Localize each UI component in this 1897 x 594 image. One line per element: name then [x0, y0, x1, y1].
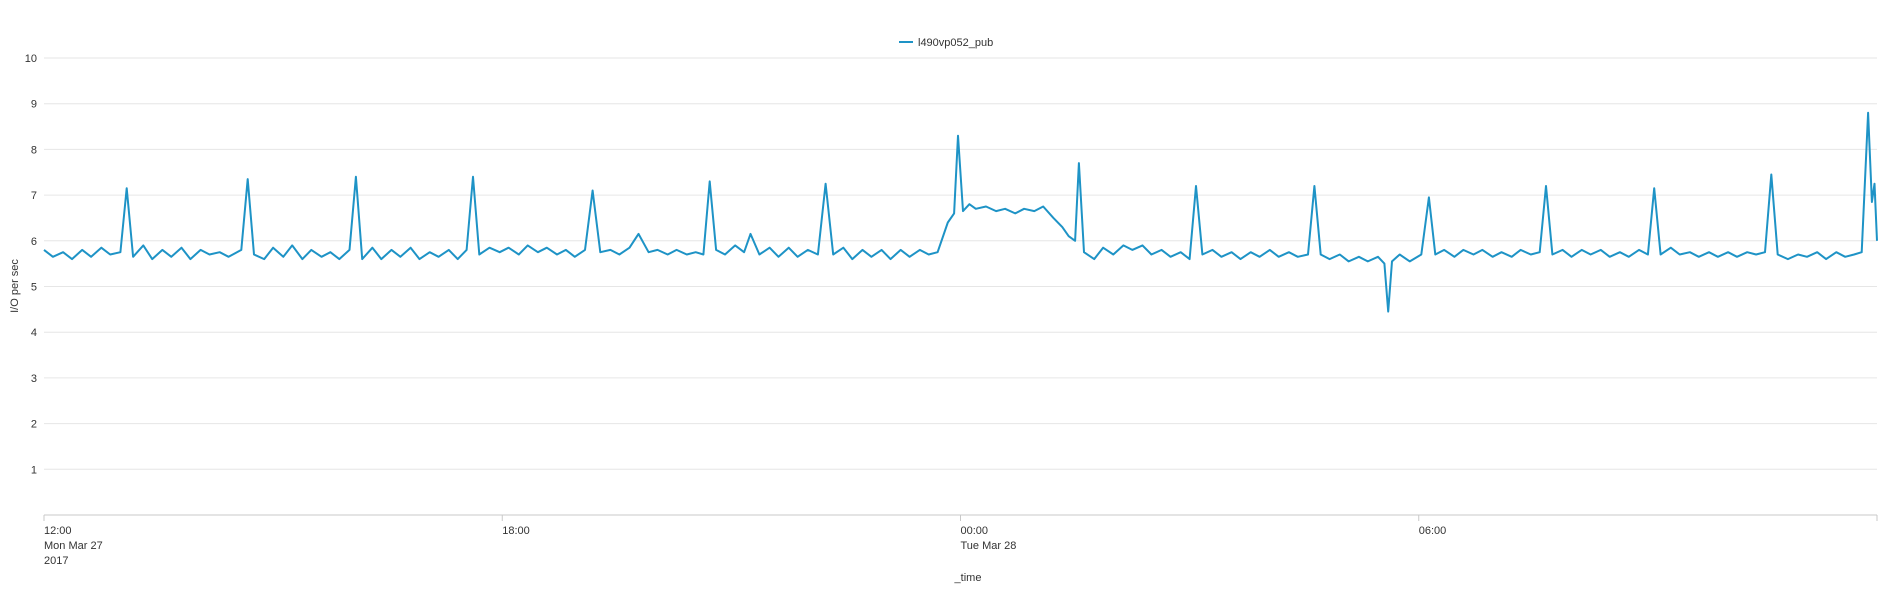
x-tick-label: 18:00: [502, 525, 530, 537]
y-tick-label: 4: [31, 327, 37, 339]
y-axis-title: I/O per sec: [9, 259, 21, 313]
x-axis: 12:00 Mon Mar 27 2017 18:00 00:00 Tue Mar 28 0…: [43, 514, 1878, 567]
y-tick-label: 7: [31, 190, 37, 202]
legend[interactable]: l490vp052_pub: [899, 37, 993, 49]
y-tick-label: 9: [31, 99, 37, 111]
x-tick-label: Mon Mar 27: [44, 540, 103, 552]
series-line: [43, 111, 1878, 313]
series-layer: [43, 111, 1878, 313]
x-tick-label: Tue Mar 28: [961, 540, 1017, 552]
x-tick-label: 12:00: [44, 525, 72, 537]
x-tick-label: 00:00: [961, 525, 989, 537]
y-tick-label: 6: [31, 236, 37, 248]
legend-label[interactable]: l490vp052_pub: [918, 37, 993, 49]
y-tick-label: 3: [31, 373, 37, 385]
y-tick-label: 5: [31, 282, 37, 294]
x-axis-title: _time: [954, 572, 982, 584]
y-tick-label: 8: [31, 144, 37, 156]
gridlines: [44, 57, 1877, 470]
x-tick-label: 2017: [44, 555, 68, 567]
y-tick-label: 10: [25, 53, 37, 65]
y-tick-label: 2: [31, 419, 37, 431]
x-tick-label: 06:00: [1419, 525, 1447, 537]
y-tick-label: 1: [31, 464, 37, 476]
y-axis-ticks: 1 2 3 4 5 6 7 8 9 10: [25, 53, 37, 476]
